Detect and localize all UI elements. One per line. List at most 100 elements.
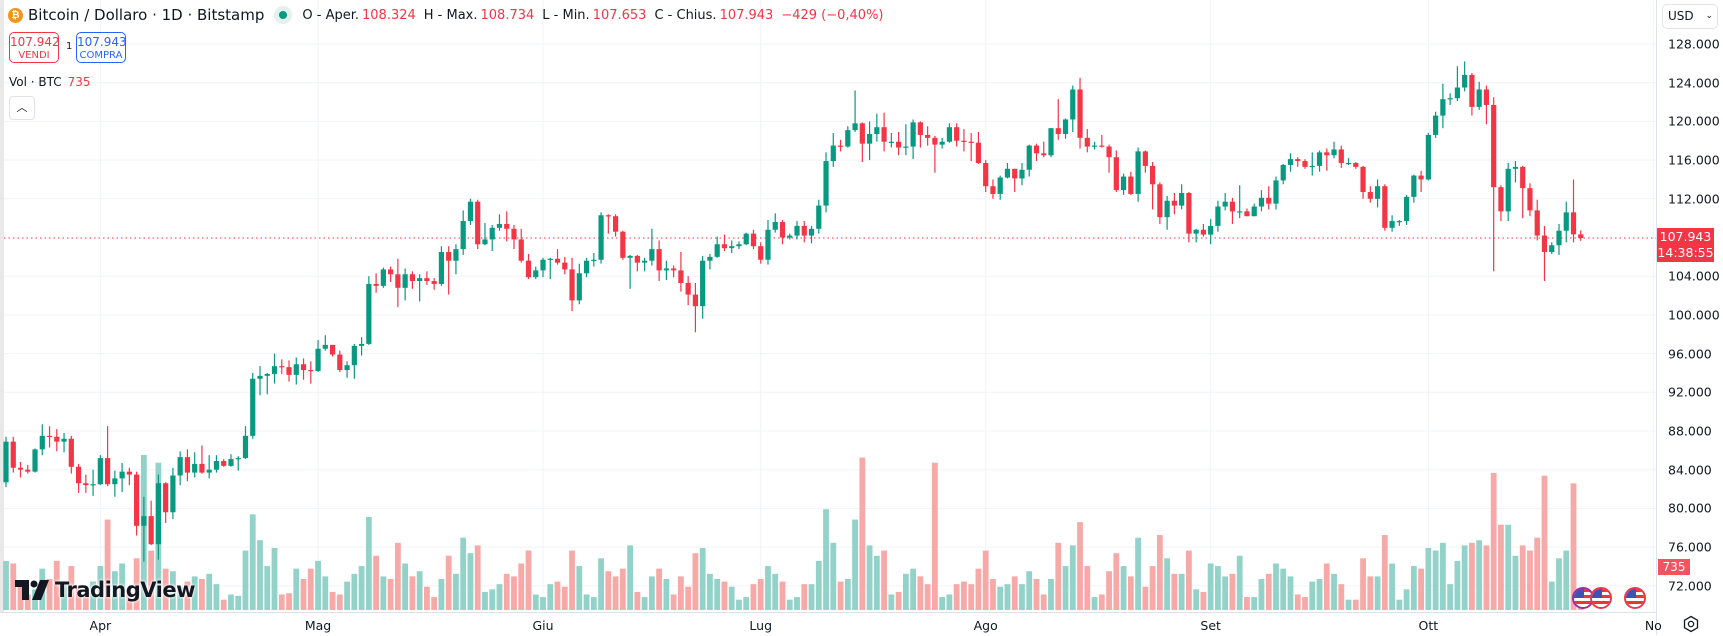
candle[interactable] <box>533 266 539 280</box>
candle[interactable] <box>1208 219 1214 245</box>
candle[interactable] <box>903 124 909 156</box>
candle[interactable] <box>25 464 31 474</box>
candle[interactable] <box>496 214 503 231</box>
collapse-legend-button[interactable]: ︿ <box>9 96 35 120</box>
candle[interactable] <box>1237 185 1243 219</box>
candle[interactable] <box>692 282 699 333</box>
candle[interactable] <box>1316 150 1323 172</box>
candle[interactable] <box>569 257 575 312</box>
candle[interactable] <box>888 133 894 148</box>
candle[interactable] <box>765 220 771 265</box>
candle[interactable] <box>293 357 299 385</box>
candle[interactable] <box>1229 197 1236 224</box>
us-flag-event-icon[interactable] <box>1590 587 1612 609</box>
candle[interactable] <box>1404 194 1410 225</box>
candle[interactable] <box>1447 93 1453 105</box>
price-axis[interactable] <box>1656 0 1723 635</box>
candle[interactable] <box>605 214 611 234</box>
candle[interactable] <box>221 459 227 467</box>
candle[interactable] <box>649 228 655 266</box>
candle[interactable] <box>10 436 16 473</box>
candle[interactable] <box>1483 85 1490 125</box>
candle[interactable] <box>1469 73 1475 116</box>
candle[interactable] <box>1287 153 1294 172</box>
candle[interactable] <box>90 469 96 496</box>
candle[interactable] <box>373 273 379 293</box>
candle[interactable] <box>75 463 82 493</box>
candle[interactable] <box>830 133 836 167</box>
candle[interactable] <box>1295 157 1301 167</box>
candle[interactable] <box>1541 225 1548 282</box>
candle[interactable] <box>671 265 677 278</box>
candle[interactable] <box>1534 199 1540 241</box>
candle[interactable] <box>1179 184 1185 210</box>
candle[interactable] <box>32 448 38 473</box>
candle[interactable] <box>1331 141 1337 159</box>
candle[interactable] <box>554 249 561 265</box>
tradingview-logo[interactable]: TradingView <box>15 578 195 602</box>
candle[interactable] <box>721 234 728 252</box>
candle[interactable] <box>707 253 713 270</box>
candle[interactable] <box>17 461 24 478</box>
candle[interactable] <box>1512 161 1519 183</box>
candle[interactable] <box>482 222 488 246</box>
candle[interactable] <box>460 210 466 255</box>
candle[interactable] <box>184 449 191 482</box>
candle[interactable] <box>823 152 829 213</box>
candle[interactable] <box>1382 184 1388 231</box>
candle[interactable] <box>1527 183 1533 217</box>
candle[interactable] <box>141 496 147 562</box>
candle[interactable] <box>881 112 887 152</box>
candle[interactable] <box>896 132 902 156</box>
candle[interactable] <box>402 268 408 301</box>
candle[interactable] <box>1505 163 1511 222</box>
candle[interactable] <box>250 372 256 439</box>
candle[interactable] <box>1338 145 1344 168</box>
candle[interactable] <box>1019 163 1025 186</box>
candle[interactable] <box>620 230 626 260</box>
candle[interactable] <box>431 278 437 290</box>
candle[interactable] <box>656 240 662 282</box>
candle[interactable] <box>1411 174 1417 203</box>
symbol-title[interactable]: Bitcoin / Dollaro · 1D · Bitstamp <box>28 6 265 24</box>
candle[interactable] <box>1251 203 1257 217</box>
candle[interactable] <box>134 471 140 536</box>
candle[interactable] <box>39 424 45 456</box>
candle[interactable] <box>1128 171 1134 195</box>
candle[interactable] <box>816 199 822 234</box>
candle[interactable] <box>1164 195 1170 230</box>
candle[interactable] <box>700 255 706 319</box>
candle[interactable] <box>388 266 394 283</box>
candle[interactable] <box>547 257 553 280</box>
candle[interactable] <box>1150 162 1156 210</box>
candle[interactable] <box>837 139 844 152</box>
candle[interactable] <box>576 263 582 305</box>
candle[interactable] <box>148 500 154 546</box>
candle[interactable] <box>598 212 604 264</box>
candle[interactable] <box>1433 111 1439 138</box>
candle[interactable] <box>1120 173 1127 195</box>
candle[interactable] <box>518 228 524 263</box>
candle[interactable] <box>192 452 198 478</box>
candle[interactable] <box>794 221 800 240</box>
volume-legend[interactable]: Vol · BTC 735 <box>9 75 91 89</box>
candle[interactable] <box>155 474 161 560</box>
sell-button[interactable]: 107.942 VENDI <box>9 32 60 63</box>
candle[interactable] <box>997 175 1003 200</box>
candle[interactable] <box>257 366 263 396</box>
candle[interactable] <box>1048 128 1054 158</box>
candle[interactable] <box>358 337 365 356</box>
candle[interactable] <box>163 482 169 523</box>
candle[interactable] <box>866 121 873 161</box>
candle[interactable] <box>315 340 321 372</box>
candle[interactable] <box>946 123 953 143</box>
candle[interactable] <box>213 455 220 473</box>
candle[interactable] <box>409 271 415 289</box>
candle[interactable] <box>1367 186 1373 203</box>
candle[interactable] <box>990 179 996 199</box>
candle[interactable] <box>663 260 669 281</box>
candle[interactable] <box>1222 192 1228 211</box>
candle[interactable] <box>235 456 241 471</box>
candle[interactable] <box>438 246 445 286</box>
candle[interactable] <box>329 344 336 357</box>
